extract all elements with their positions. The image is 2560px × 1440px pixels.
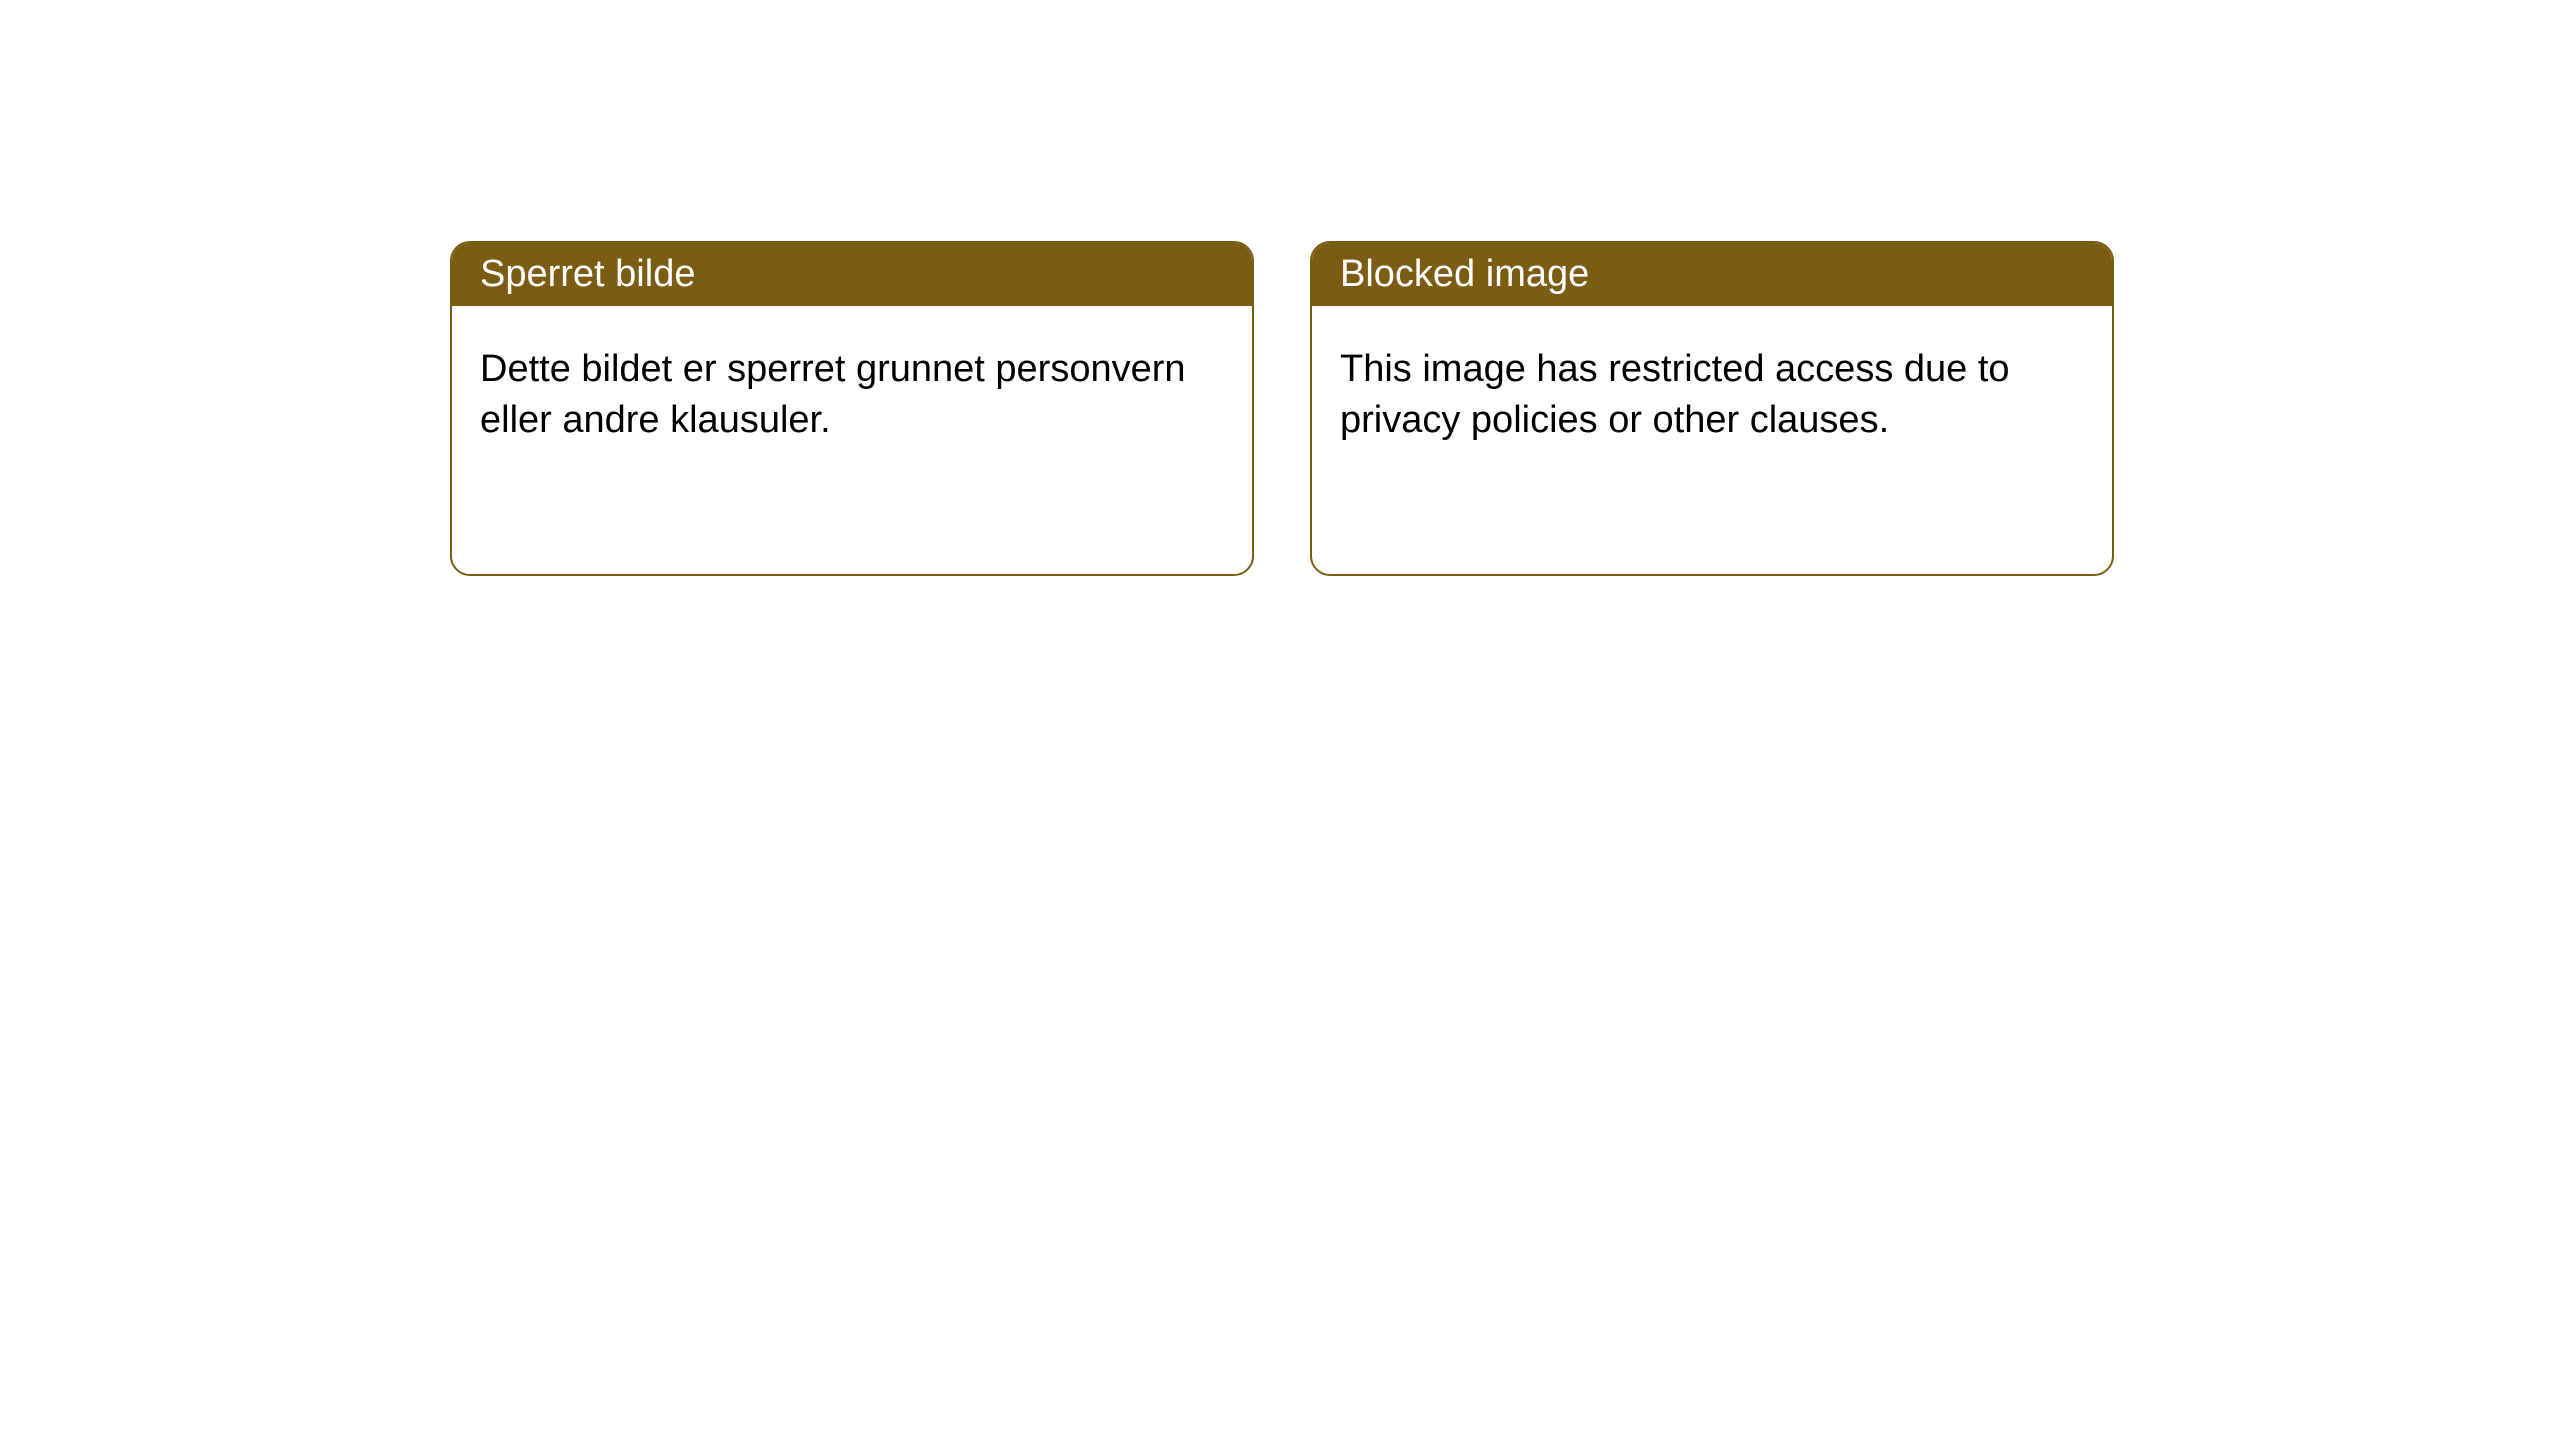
card-body-en: This image has restricted access due to … <box>1312 306 2112 485</box>
card-title-no: Sperret bilde <box>480 253 695 295</box>
card-header-no: Sperret bilde <box>452 243 1252 306</box>
card-header-en: Blocked image <box>1312 243 2112 306</box>
blocked-image-card-en: Blocked image This image has restricted … <box>1310 241 2114 576</box>
card-body-no: Dette bildet er sperret grunnet personve… <box>452 306 1252 485</box>
card-body-text-no: Dette bildet er sperret grunnet personve… <box>480 348 1186 441</box>
cards-container: Sperret bilde Dette bildet er sperret gr… <box>0 0 2560 576</box>
card-title-en: Blocked image <box>1340 253 1589 295</box>
blocked-image-card-no: Sperret bilde Dette bildet er sperret gr… <box>450 241 1254 576</box>
card-body-text-en: This image has restricted access due to … <box>1340 348 2010 441</box>
